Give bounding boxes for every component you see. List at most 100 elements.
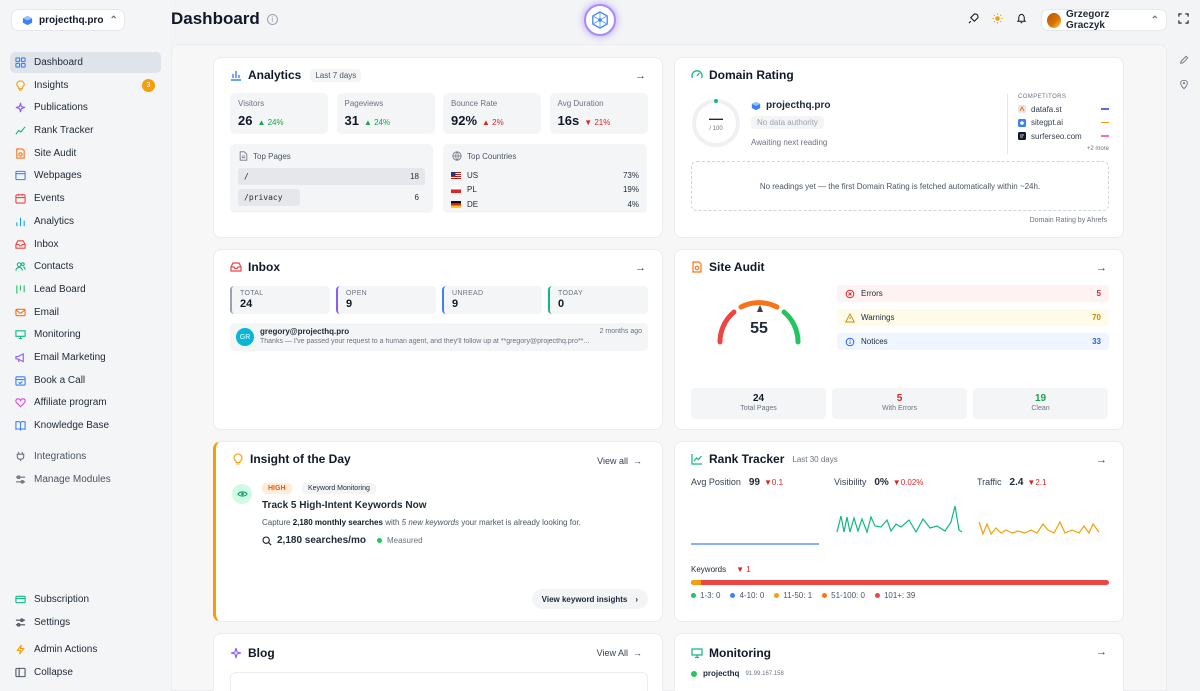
audit-tile-total-pages: 24 Total Pages bbox=[691, 388, 826, 419]
rank-metric-avg-position: Avg Position 99 ▼0.1 bbox=[691, 477, 784, 488]
competitor-row[interactable]: datafa.st bbox=[1018, 104, 1109, 114]
arrow-right-icon[interactable]: → bbox=[1096, 262, 1107, 274]
inbox-stat-today[interactable]: TODAY 0 bbox=[548, 286, 648, 314]
competitor-line-swatch bbox=[1101, 121, 1109, 124]
stat-pageviews: Pageviews 31 ▲ 24% bbox=[336, 93, 435, 134]
arrow-right-icon[interactable]: → bbox=[635, 262, 646, 274]
audit-errors-row[interactable]: Errors 5 bbox=[837, 285, 1109, 302]
bell-icon[interactable] bbox=[1016, 13, 1027, 24]
sidebar-item-admin-actions[interactable]: Admin Actions bbox=[10, 639, 161, 660]
sidebar-item-inbox[interactable]: Inbox bbox=[10, 234, 161, 255]
sidebar-item-label: Email bbox=[34, 306, 60, 318]
audit-score-gauge bbox=[717, 300, 801, 345]
user-menu[interactable]: Grzegorz Graczyk ⌃ bbox=[1041, 9, 1167, 31]
sidebar-item-publications[interactable]: Publications bbox=[10, 97, 161, 118]
keyword-bucket: 1-3: 0 bbox=[691, 591, 720, 600]
inbox-stat-open[interactable]: OPEN 9 bbox=[336, 286, 436, 314]
users-icon bbox=[15, 262, 26, 271]
x-circle-icon bbox=[845, 289, 855, 298]
sidebar-item-label: Webpages bbox=[34, 170, 82, 182]
arrow-right-icon[interactable]: → bbox=[1096, 454, 1107, 466]
sidebar-item-manage-modules[interactable]: Manage Modules bbox=[10, 469, 161, 490]
competitor-row[interactable]: surferseo.com bbox=[1018, 131, 1109, 141]
sidebar-item-knowledge-base[interactable]: Knowledge Base bbox=[10, 415, 161, 436]
sidebar-item-rank-tracker[interactable]: Rank Tracker bbox=[10, 120, 161, 141]
bucket-dot bbox=[774, 593, 780, 598]
message-row[interactable]: GR gregory@projecthq.pro 2 months ago Th… bbox=[230, 323, 648, 351]
app-logo-icon[interactable] bbox=[584, 4, 616, 36]
country-row[interactable]: US 73% bbox=[451, 169, 639, 181]
flag-pl-icon bbox=[451, 186, 461, 193]
sidebar-item-label: Insights bbox=[34, 79, 69, 91]
map-pin-icon[interactable] bbox=[1179, 79, 1189, 90]
country-row[interactable]: PL 19% bbox=[451, 184, 639, 196]
sidebar-item-label: Integrations bbox=[34, 451, 87, 462]
inbox-stat-unread[interactable]: UNREAD 9 bbox=[442, 286, 542, 314]
sidebar-item-label: Affiliate program bbox=[34, 397, 107, 409]
competitor-row[interactable]: sitegpt.ai bbox=[1018, 118, 1109, 128]
competitor-favicon-icon bbox=[1018, 105, 1026, 113]
sidebar-item-book-a-call[interactable]: Book a Call bbox=[10, 370, 161, 391]
top-page-row[interactable]: /privacy 6 bbox=[238, 189, 425, 206]
audit-notices-row[interactable]: Notices 33 bbox=[837, 333, 1109, 350]
competitor-favicon-icon bbox=[1018, 118, 1026, 127]
mail-icon bbox=[15, 308, 26, 316]
sidebar-item-settings[interactable]: Settings bbox=[10, 612, 161, 633]
megaphone-icon bbox=[15, 352, 24, 363]
inbox-card: Inbox → TOTAL 24 OPEN 9 UNREAD 9 TODAY 0… bbox=[213, 249, 663, 430]
sidebar-item-webpages[interactable]: Webpages bbox=[10, 165, 161, 186]
sidebar-item-contacts[interactable]: Contacts bbox=[10, 256, 161, 277]
chevron-right-icon: › bbox=[635, 594, 638, 604]
priority-badge: HIGH bbox=[262, 483, 292, 494]
info-icon[interactable]: i bbox=[266, 13, 278, 25]
monitored-site-row[interactable]: projecthq 91.99.167.158 bbox=[691, 669, 784, 678]
calendar-icon bbox=[15, 194, 26, 204]
sidebar-item-lead-board[interactable]: Lead Board bbox=[10, 279, 161, 300]
audit-score: 55 bbox=[750, 320, 768, 337]
sidebar-item-subscription[interactable]: Subscription bbox=[10, 589, 161, 610]
domain-rating-card: Domain Rating — / 100 projecthq.pro No d… bbox=[674, 57, 1124, 238]
sidebar-item-label: Email Marketing bbox=[34, 351, 106, 363]
fullscreen-icon[interactable] bbox=[1178, 13, 1189, 24]
blog-card: Blog View All → bbox=[213, 633, 663, 691]
sidebar-item-email[interactable]: Email bbox=[10, 302, 161, 323]
pencil-icon[interactable] bbox=[1179, 55, 1189, 65]
flag-us-icon bbox=[451, 171, 461, 179]
country-row[interactable]: DE 4% bbox=[451, 198, 639, 210]
inbox-stat-total[interactable]: TOTAL 24 bbox=[230, 286, 330, 314]
sidebar-item-email-marketing[interactable]: Email Marketing bbox=[10, 347, 161, 368]
sidebar-item-events[interactable]: Events bbox=[10, 188, 161, 209]
arrow-right-icon[interactable]: → bbox=[635, 70, 646, 82]
audit-warnings-row[interactable]: Warnings 70 bbox=[837, 309, 1109, 326]
competitor-favicon-icon bbox=[1018, 132, 1026, 140]
top-page-row[interactable]: / 18 bbox=[238, 168, 425, 185]
sun-icon[interactable] bbox=[992, 13, 1003, 24]
sidebar-item-affiliate-program[interactable]: Affiliate program bbox=[10, 392, 161, 413]
sidebar-item-monitoring[interactable]: Monitoring bbox=[10, 324, 161, 345]
sidebar-item-integrations[interactable]: Integrations bbox=[10, 446, 161, 467]
arrow-right-icon[interactable]: → bbox=[1096, 646, 1107, 658]
view-keyword-insights-button[interactable]: View keyword insights › bbox=[531, 589, 648, 609]
insight-view-all-link[interactable]: View all → bbox=[597, 456, 642, 466]
sidebar-item-dashboard[interactable]: Dashboard bbox=[10, 52, 161, 73]
blog-title: Blog bbox=[230, 646, 275, 660]
sidebar-item-site-audit[interactable]: Site Audit bbox=[10, 143, 161, 164]
insight-description: Capture 2,180 monthly searches with 5 ne… bbox=[262, 518, 581, 527]
message-sender: gregory@projecthq.pro bbox=[260, 327, 350, 336]
rank-sparklines bbox=[691, 505, 1100, 545]
bar-chart-icon bbox=[16, 217, 25, 226]
workspace-switcher[interactable]: projecthq.pro ⌃ bbox=[11, 9, 125, 31]
audit-tile-with-errors: 5 With Errors bbox=[832, 388, 967, 419]
sidebar-item-collapse[interactable]: Collapse bbox=[10, 662, 161, 683]
inbox-icon bbox=[15, 239, 26, 249]
more-competitors-link[interactable]: +2 more bbox=[1086, 146, 1109, 152]
sidebar-item-analytics[interactable]: Analytics bbox=[10, 211, 161, 232]
grid-icon bbox=[15, 57, 26, 68]
sidebar-item-insights[interactable]: Insights 3 bbox=[10, 75, 161, 96]
period-label: Last 30 days bbox=[792, 454, 838, 464]
rocket-icon[interactable] bbox=[968, 13, 979, 24]
blog-view-all-link[interactable]: View All → bbox=[596, 648, 642, 658]
authority-badge: No data authority bbox=[751, 116, 824, 129]
page-title: Dashboard i bbox=[171, 9, 278, 29]
empty-state: No readings yet — the first Domain Ratin… bbox=[691, 161, 1109, 211]
